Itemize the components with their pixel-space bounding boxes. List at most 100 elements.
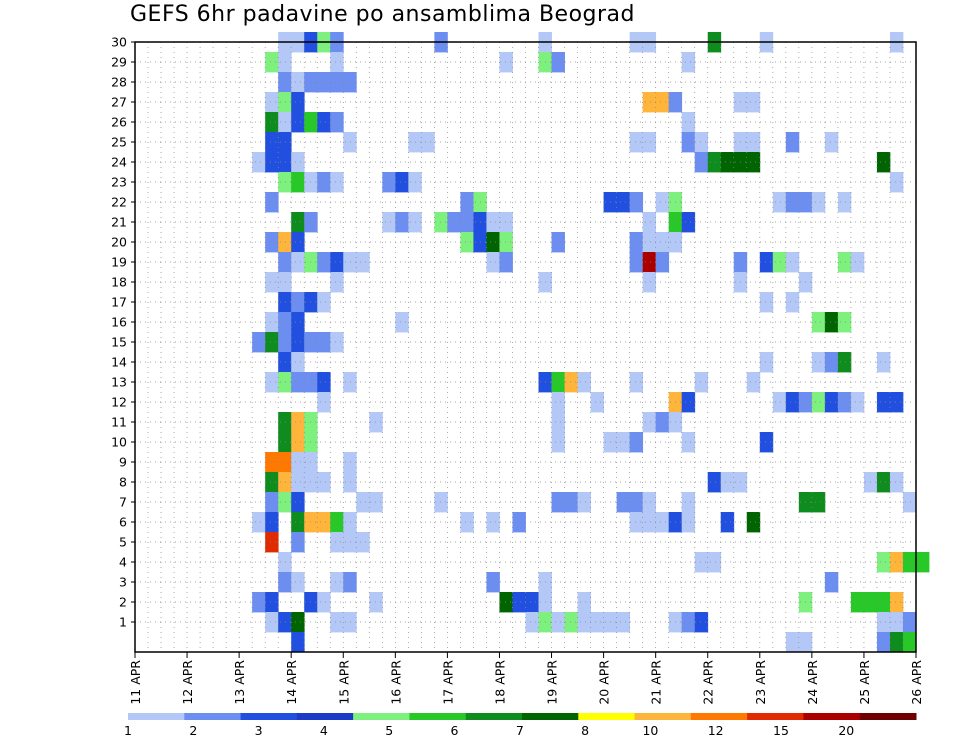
heatmap-cell — [486, 232, 500, 253]
heatmap-cell — [252, 332, 266, 353]
heatmap-cell — [317, 332, 331, 353]
y-tick-label: 29 — [111, 55, 127, 70]
heatmap-cell — [876, 472, 891, 493]
heatmap-cell — [642, 412, 657, 433]
x-tick-label: 16 APR — [388, 660, 403, 705]
heatmap-cell — [278, 112, 292, 133]
heatmap-cell — [876, 592, 891, 613]
heatmap-cell — [317, 372, 331, 393]
heatmap-cell — [525, 612, 539, 633]
heatmap-cell — [512, 512, 526, 533]
heatmap-cell — [291, 432, 305, 453]
heatmap-cell — [889, 612, 904, 633]
heatmap-cell — [499, 252, 513, 273]
heatmap-cell — [330, 512, 344, 533]
x-tick-label: 25 APR — [857, 660, 872, 705]
colorbar-segment — [634, 713, 692, 720]
heatmap-cell — [902, 632, 917, 653]
heatmap-cell — [824, 132, 839, 153]
heatmap-cell — [551, 612, 565, 633]
heatmap-cell — [291, 212, 305, 233]
colorbar-segment — [296, 713, 354, 720]
heatmap-cell — [772, 392, 787, 413]
heatmap-cell — [616, 432, 631, 453]
colorbar-segment — [353, 713, 410, 720]
heatmap-cell — [499, 592, 513, 613]
colorbar-segment — [522, 713, 579, 720]
heatmap-cell — [785, 132, 800, 153]
heatmap-cell — [681, 612, 696, 633]
heatmap-cell — [486, 212, 500, 233]
heatmap-cell — [265, 472, 279, 493]
heatmap-cell — [681, 392, 696, 413]
heatmap-cell — [356, 492, 370, 513]
heatmap-cell — [291, 72, 305, 93]
heatmap-cell — [564, 492, 578, 513]
heatmap-cell — [694, 552, 709, 573]
heatmap-cell — [265, 272, 279, 293]
heatmap-cell — [655, 232, 670, 253]
heatmap-cell — [317, 392, 331, 413]
heatmap-cell — [460, 512, 474, 533]
y-tick-label: 9 — [119, 455, 127, 470]
y-tick-label: 5 — [119, 535, 127, 550]
colorbar-label: 6 — [451, 723, 459, 738]
heatmap-cell — [694, 132, 709, 153]
heatmap-cell — [499, 212, 513, 233]
heatmap-cell — [785, 192, 800, 213]
y-tick-label: 17 — [111, 295, 127, 310]
heatmap-cell — [265, 192, 279, 213]
x-tick-label: 14 APR — [284, 660, 299, 705]
heatmap-cell — [707, 472, 722, 493]
heatmap-cell — [616, 612, 631, 633]
heatmap-cell — [811, 492, 826, 513]
heatmap-cell — [551, 372, 565, 393]
y-tick-label: 15 — [111, 335, 127, 350]
heatmap-cell — [278, 352, 292, 373]
heatmap-cell — [629, 432, 644, 453]
heatmap-cell — [681, 432, 696, 453]
heatmap-cell — [486, 252, 500, 273]
heatmap-cell — [551, 232, 565, 253]
x-tick-label: 24 APR — [805, 660, 820, 705]
y-tick-label: 6 — [119, 515, 127, 530]
heatmap-cell — [785, 632, 800, 653]
heatmap-cell — [265, 152, 279, 173]
heatmap-cell — [642, 492, 657, 513]
heatmap-cell — [278, 572, 292, 593]
heatmap-cell — [564, 372, 578, 393]
colorbar-segment — [803, 713, 861, 720]
heatmap-cell — [291, 312, 305, 333]
heatmap-cell — [291, 472, 305, 493]
x-tick-label: 13 APR — [232, 660, 247, 705]
heatmap-cell — [278, 552, 292, 573]
x-tick-label: 21 APR — [649, 660, 664, 705]
y-tick-label: 19 — [111, 255, 127, 270]
x-tick-label: 15 APR — [336, 660, 351, 705]
heatmap-cell — [876, 392, 891, 413]
heatmap-cell — [681, 512, 696, 533]
heatmap-cell — [265, 492, 279, 513]
heatmap-cell — [577, 372, 591, 393]
heatmap-cell — [278, 372, 292, 393]
heatmap-cell — [837, 392, 852, 413]
heatmap-cell — [317, 72, 331, 93]
colorbar-label: 20 — [838, 723, 854, 738]
heatmap-cell — [876, 352, 891, 373]
heatmap-cell — [278, 492, 292, 513]
heatmap-cell — [278, 432, 292, 453]
heatmap-cell — [655, 192, 670, 213]
y-tick-label: 30 — [111, 35, 127, 50]
heatmap-cell — [707, 152, 722, 173]
heatmap-cell — [642, 92, 657, 113]
heatmap-cell — [291, 112, 305, 133]
heatmap-cell — [317, 472, 331, 493]
y-tick-label: 8 — [119, 475, 127, 490]
heatmap-cell — [278, 132, 292, 153]
heatmap-cell — [343, 572, 357, 593]
heatmap-cell — [642, 232, 657, 253]
heatmap-cell — [876, 612, 891, 633]
colorbar-label: 12 — [708, 723, 724, 738]
colorbar-segment — [128, 713, 185, 720]
heatmap-cell — [395, 172, 409, 193]
